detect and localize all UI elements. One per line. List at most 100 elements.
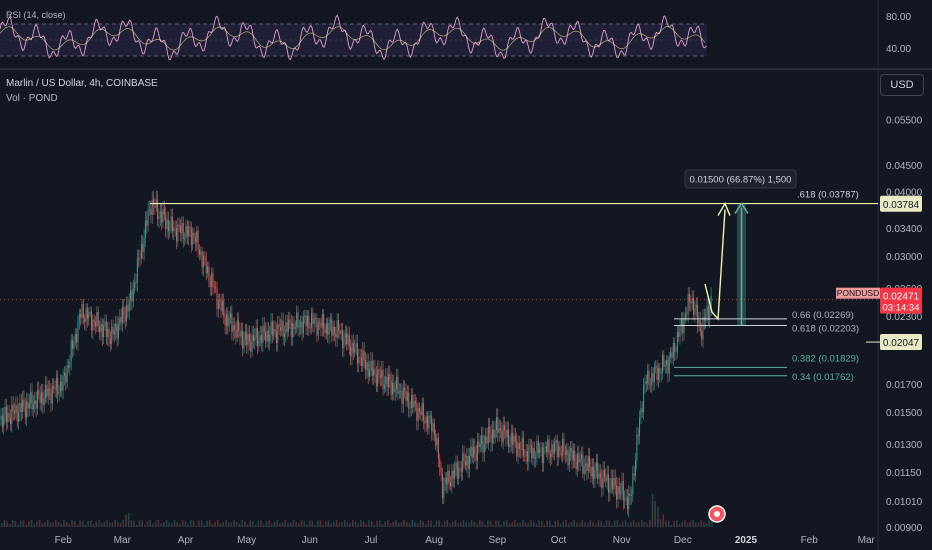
candle-body-293 <box>396 376 398 389</box>
candle-body-94 <box>127 304 129 312</box>
time-tick-4: Jun <box>302 535 318 546</box>
candle-body-141 <box>190 227 192 245</box>
volume-bar-125 <box>338 522 341 527</box>
volume-bar-22 <box>60 523 62 527</box>
candle-body-356 <box>481 435 483 445</box>
candle-body-24 <box>32 403 34 410</box>
candle-body-315 <box>425 416 427 424</box>
candle-body-175 <box>236 320 238 338</box>
volume-bar-98 <box>265 521 268 527</box>
volume-bar-31 <box>84 524 87 527</box>
candle-body-371 <box>501 430 503 443</box>
candle-body-163 <box>220 300 222 311</box>
candle-body-432 <box>583 465 585 474</box>
candle-body-337 <box>455 462 457 469</box>
candle-body-45 <box>61 381 63 391</box>
price-badge-box <box>880 287 922 314</box>
volume-bar-126 <box>341 522 343 527</box>
candle-body-30 <box>41 392 42 403</box>
candle-body-118 <box>159 211 161 217</box>
volume-bar-90 <box>244 521 246 527</box>
candle-body-515 <box>695 304 697 308</box>
candle-body-321 <box>433 423 435 435</box>
candle-body-343 <box>463 452 465 462</box>
candle-body-467 <box>630 494 632 496</box>
candle-body-66 <box>89 311 91 313</box>
candle-body-306 <box>413 400 415 408</box>
volume-bar-168 <box>454 520 457 527</box>
currency-button[interactable]: USD <box>880 74 924 96</box>
candle-body-171 <box>231 313 233 332</box>
candle-body-336 <box>454 468 456 479</box>
candle-body-245 <box>331 319 333 336</box>
volume-bar-120 <box>325 521 327 527</box>
candle-body-299 <box>404 387 406 391</box>
volume-bar-107 <box>289 522 292 527</box>
volume-bar-154 <box>416 523 419 527</box>
volume-bar-92 <box>249 520 251 527</box>
candle-body-88 <box>119 316 121 326</box>
candle-body-51 <box>69 361 71 368</box>
candle-body-102 <box>138 258 140 260</box>
price-tick-10: 0.01150 <box>886 468 922 479</box>
candle-body-346 <box>467 456 469 469</box>
candle-body-79 <box>107 328 109 337</box>
rsi-tick-40: 40.00 <box>886 44 911 55</box>
candle-body-399 <box>539 448 541 453</box>
volume-bar-203 <box>549 520 551 527</box>
candle-body-303 <box>409 407 411 409</box>
candle-body-475 <box>641 408 643 412</box>
candle-body-291 <box>393 382 395 392</box>
volume-bar-106 <box>287 522 289 527</box>
candle-body-18 <box>24 406 26 418</box>
candle-body-96 <box>130 290 132 302</box>
candle-body-166 <box>224 316 226 326</box>
candle-body-344 <box>464 461 466 466</box>
candle-body-369 <box>498 428 500 433</box>
candle-body-153 <box>207 266 209 273</box>
candle-body-252 <box>340 330 342 334</box>
volume-bar-101 <box>273 521 276 527</box>
candle-body-431 <box>582 454 584 474</box>
candle-body-48 <box>65 372 67 383</box>
candle-body-219 <box>296 312 298 328</box>
candle-body-23 <box>31 392 33 410</box>
volume-bar-55 <box>149 520 152 527</box>
volume-bar-18 <box>49 522 52 527</box>
volume-bar-133 <box>360 520 362 527</box>
volume-bar-64 <box>173 520 176 527</box>
candle-body-311 <box>420 411 422 416</box>
candle-body-328 <box>443 482 445 499</box>
volume-bar-134 <box>362 521 365 527</box>
candle-body-377 <box>509 443 511 448</box>
candle-body-481 <box>649 384 651 386</box>
volume-bar-86 <box>233 520 235 527</box>
marker-badge-top-box <box>880 195 922 212</box>
candle-body-228 <box>308 315 310 328</box>
volume-bar-117 <box>316 520 319 527</box>
volume-bar-114 <box>308 520 311 527</box>
candle-body-266 <box>359 357 361 359</box>
candle-body-83 <box>112 326 114 335</box>
candle-body-111 <box>150 209 152 215</box>
candle-body-172 <box>232 325 234 332</box>
candle-body-281 <box>379 375 381 378</box>
candle-body-330 <box>446 477 447 485</box>
volume-bar-23 <box>63 520 65 527</box>
volume-bar-142 <box>384 521 386 527</box>
time-tick-1: Mar <box>114 535 132 546</box>
candle-body-162 <box>219 300 221 301</box>
volume-bar-70 <box>190 520 192 527</box>
candle-body-479 <box>647 370 649 384</box>
volume-bar-3 <box>9 523 11 527</box>
candle-body-93 <box>126 304 128 322</box>
candle-body-116 <box>157 199 159 220</box>
volume-bar-258 <box>697 522 700 527</box>
volume-bar-188 <box>508 523 511 527</box>
candle-body-480 <box>648 370 650 386</box>
candle-body-420 <box>567 449 569 466</box>
candle-body-316 <box>427 416 429 429</box>
volume-bar-186 <box>503 521 505 527</box>
candle-body-119 <box>161 211 163 223</box>
